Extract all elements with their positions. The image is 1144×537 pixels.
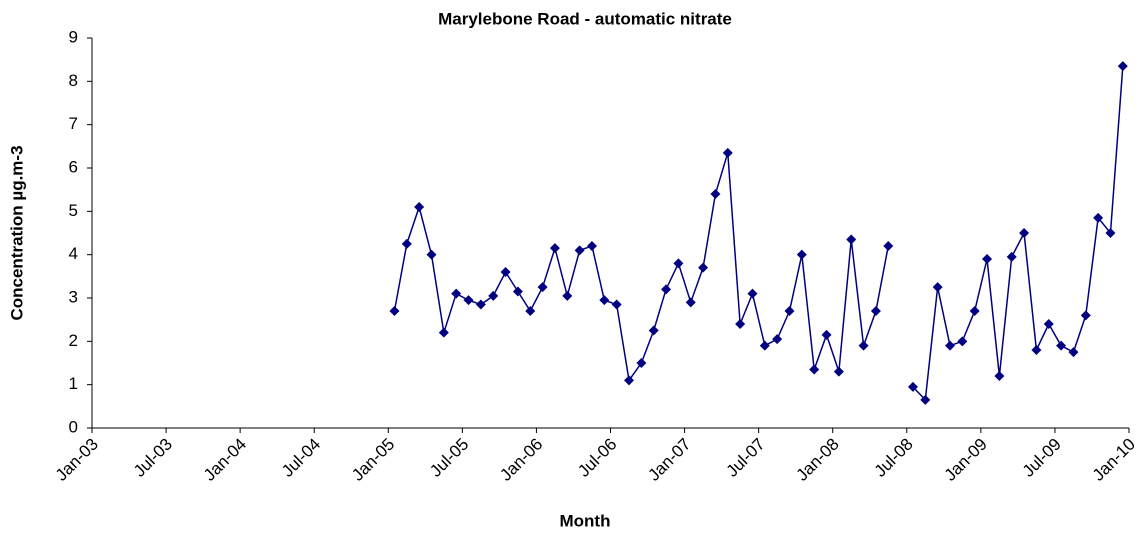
x-tick-label: Jul-03 xyxy=(130,435,176,481)
data-point xyxy=(1006,251,1017,262)
x-axis-label: Month xyxy=(560,511,611,530)
data-point xyxy=(1043,319,1054,329)
series-line xyxy=(393,66,1124,402)
data-point xyxy=(846,234,857,245)
data-point xyxy=(488,290,499,301)
data-point xyxy=(685,297,696,308)
x-tick-label: Jan-06 xyxy=(496,435,546,485)
x-tick-label: Jul-07 xyxy=(722,435,768,481)
x-tick-label: Jan-05 xyxy=(348,435,398,485)
data-point xyxy=(648,325,659,336)
data-point xyxy=(562,290,573,301)
y-tick-label: 4 xyxy=(69,244,78,263)
x-tick-label: Jan-03 xyxy=(52,435,102,485)
x-tick-label: Jul-05 xyxy=(426,435,472,481)
data-point xyxy=(957,336,968,347)
data-point xyxy=(1117,61,1128,72)
data-point xyxy=(1093,212,1104,223)
data-point xyxy=(969,306,980,316)
data-point xyxy=(698,262,709,273)
data-point xyxy=(599,295,610,306)
data-point xyxy=(982,254,993,264)
data-point xyxy=(833,366,844,377)
data-point xyxy=(624,375,635,386)
data-point xyxy=(907,381,918,392)
data-point xyxy=(525,306,536,316)
data-point xyxy=(821,329,832,340)
data-point xyxy=(586,241,597,251)
x-tick-label: Jul-09 xyxy=(1019,435,1065,481)
data-point xyxy=(451,288,462,299)
y-tick-label: 9 xyxy=(69,27,78,46)
data-point xyxy=(772,334,783,345)
data-point xyxy=(549,243,560,254)
data-point xyxy=(661,284,672,295)
y-tick-label: 2 xyxy=(69,331,78,350)
x-tick-label: Jul-04 xyxy=(278,435,324,481)
data-point xyxy=(722,147,733,158)
x-tick-label: Jan-04 xyxy=(200,435,250,485)
data-point xyxy=(1080,310,1091,321)
data-point xyxy=(426,249,437,260)
data-point xyxy=(809,364,820,375)
y-tick-label: 0 xyxy=(69,417,78,436)
y-tick-label: 3 xyxy=(69,287,78,306)
data-point xyxy=(1019,228,1030,238)
data-point xyxy=(636,358,647,368)
y-tick-label: 6 xyxy=(69,157,78,176)
data-point xyxy=(920,394,931,405)
data-point xyxy=(611,299,622,310)
x-tick-label: Jan-09 xyxy=(941,435,991,485)
data-point xyxy=(414,202,425,212)
data-point xyxy=(438,327,449,338)
data-point xyxy=(759,340,770,351)
data-point xyxy=(1031,345,1042,355)
y-tick-label: 8 xyxy=(69,71,78,90)
data-point xyxy=(500,267,511,277)
y-tick-label: 5 xyxy=(69,201,78,220)
y-tick-label: 1 xyxy=(69,374,78,393)
x-tick-label: Jul-08 xyxy=(871,435,917,481)
data-point xyxy=(574,245,585,256)
data-point xyxy=(475,299,486,310)
data-point xyxy=(710,189,721,199)
chart-title: Marylebone Road - automatic nitrate xyxy=(438,9,732,28)
x-tick-label: Jan-07 xyxy=(644,435,694,485)
x-tick-label: Jan-08 xyxy=(793,435,843,485)
data-point xyxy=(1068,347,1079,358)
data-point xyxy=(944,340,955,351)
data-point xyxy=(401,238,412,249)
data-point xyxy=(858,340,869,351)
data-point xyxy=(512,286,523,297)
data-point xyxy=(784,306,795,316)
data-point xyxy=(994,371,1005,381)
data-point xyxy=(735,319,746,329)
y-tick-label: 7 xyxy=(69,114,78,133)
data-point xyxy=(673,258,684,269)
data-point xyxy=(932,282,943,293)
data-point xyxy=(796,249,807,260)
x-tick-label: Jul-06 xyxy=(574,435,620,481)
data-point xyxy=(1056,340,1067,351)
data-point xyxy=(883,241,894,251)
data-point xyxy=(1105,228,1116,238)
x-tick-label: Jan-10 xyxy=(1089,435,1139,485)
y-axis-label: Concentration µg.m-3 xyxy=(7,145,26,320)
data-point xyxy=(463,295,474,306)
data-point xyxy=(747,288,758,299)
data-point xyxy=(537,282,548,293)
data-point xyxy=(389,306,400,316)
data-point xyxy=(870,306,881,316)
